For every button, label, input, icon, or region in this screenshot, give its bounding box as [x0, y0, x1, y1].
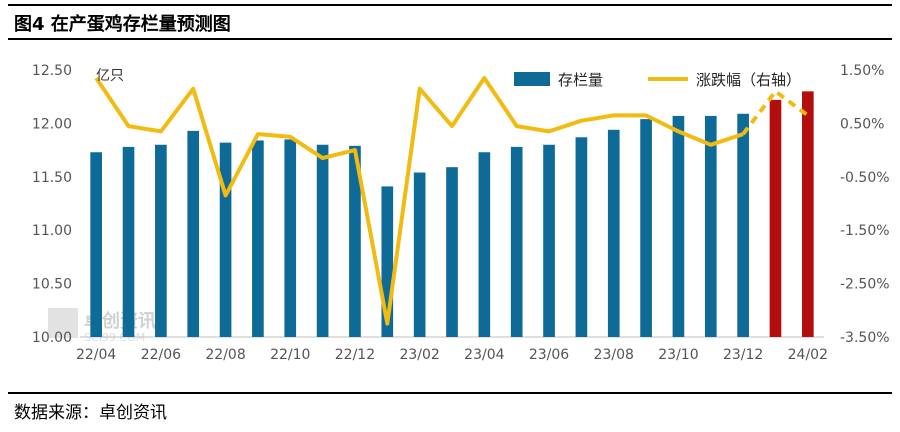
- x-tick-label: 22/12: [335, 347, 375, 363]
- bar: [187, 130, 200, 337]
- legend-label-line: 涨跌幅（右轴）: [696, 71, 801, 89]
- x-tick-label: 24/02: [788, 347, 828, 363]
- y-right-tick-label: -1.50%: [840, 223, 890, 239]
- legend-label-bar: 存栏量: [558, 71, 603, 89]
- bar: [769, 99, 782, 338]
- x-tick-label: 23/10: [658, 347, 698, 363]
- y-right-tick-label: -2.50%: [840, 277, 890, 293]
- y-left-tick-label: 11.50: [32, 170, 72, 186]
- data-source: 数据来源：卓创资讯: [14, 403, 167, 423]
- bar: [122, 146, 135, 337]
- bar: [510, 146, 523, 337]
- bar: [737, 113, 749, 338]
- bar: [284, 139, 297, 337]
- bar: [672, 115, 685, 337]
- legend: 存栏量 涨跌幅（右轴）: [514, 71, 801, 89]
- y-right-tick-label: 1.50%: [840, 63, 884, 79]
- top-rule: [8, 4, 892, 6]
- series-line-forecast: [741, 88, 809, 136]
- watermark: 卓创资讯 SCI99.COM: [48, 308, 156, 344]
- bar: [349, 145, 361, 337]
- watermark-text: 卓创资讯: [84, 310, 156, 332]
- y-left-tick-label: 11.00: [32, 223, 72, 239]
- legend-bar-swatch: [514, 72, 550, 86]
- x-tick-label: 23/04: [464, 347, 504, 363]
- x-tick-label: 22/06: [141, 347, 181, 363]
- bar: [543, 144, 555, 337]
- x-tick-label: 23/06: [529, 347, 569, 363]
- bar: [704, 115, 717, 337]
- bar: [575, 137, 588, 337]
- bar: [90, 152, 102, 337]
- y-left-tick-label: 12.50: [32, 63, 72, 79]
- bar: [316, 144, 329, 337]
- y-left-tick-label: 12.00: [32, 116, 72, 132]
- bar: [640, 119, 652, 338]
- y-left-tick-label: 10.50: [32, 277, 72, 293]
- bar: [252, 140, 264, 337]
- title-rule: [8, 38, 892, 40]
- x-tick-label: 23/12: [723, 347, 763, 363]
- bar: [478, 152, 491, 337]
- y-right-tick-label: -0.50%: [840, 170, 890, 186]
- watermark-logo-icon: [48, 308, 78, 338]
- y-right-tick-label: 0.50%: [840, 116, 884, 132]
- page-title: 图4 在产蛋鸡存栏量预测图: [14, 14, 231, 35]
- bar: [381, 186, 394, 337]
- y-left-tick-label: 10.00: [32, 330, 72, 346]
- bar: [607, 129, 620, 337]
- x-tick-label: 22/04: [76, 347, 116, 363]
- bar: [413, 172, 426, 337]
- x-tick-label: 22/10: [270, 347, 310, 363]
- x-tick-label: 23/08: [594, 347, 634, 363]
- y-right-tick-label: -3.50%: [840, 330, 890, 346]
- series-line: [94, 76, 744, 326]
- left-axis-unit: 亿只: [96, 68, 124, 84]
- x-tick-label: 22/08: [205, 347, 245, 363]
- bar: [446, 167, 458, 337]
- bar: [219, 142, 232, 337]
- bar: [155, 144, 167, 337]
- x-tick-label: 23/02: [399, 347, 439, 363]
- bar: [802, 91, 814, 337]
- source-rule: [8, 392, 892, 394]
